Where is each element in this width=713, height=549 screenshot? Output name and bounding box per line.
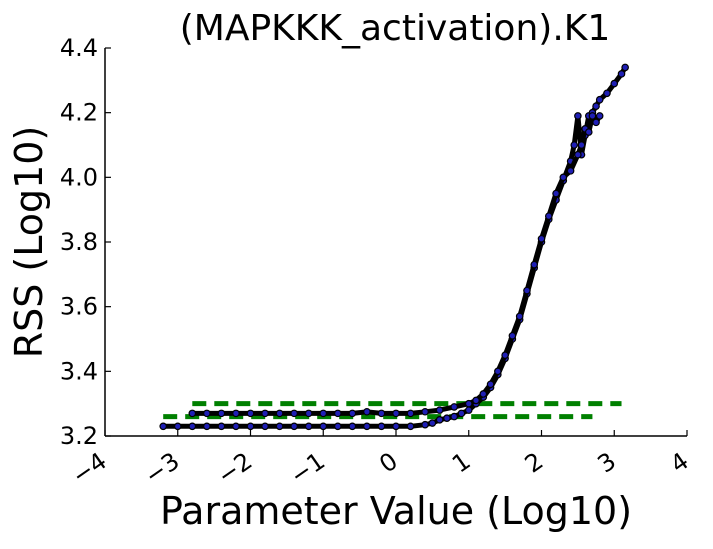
x-tick-label: 0 xyxy=(374,447,403,479)
data-point xyxy=(363,422,371,431)
x-tick-label: −1 xyxy=(285,447,330,490)
data-point xyxy=(574,112,582,120)
data-point xyxy=(595,112,604,120)
data-point xyxy=(435,406,444,414)
data-point xyxy=(472,396,480,405)
data-point xyxy=(217,422,226,431)
data-point xyxy=(621,63,629,72)
data-point xyxy=(443,414,451,423)
data-point xyxy=(188,409,197,418)
data-point xyxy=(592,102,600,111)
x-tick-label: 3 xyxy=(593,447,622,479)
data-point xyxy=(319,422,328,431)
data-point xyxy=(363,407,371,416)
data-point xyxy=(603,89,611,98)
data-point xyxy=(421,420,429,429)
y-tick-label: 4.2 xyxy=(60,99,98,127)
data-point xyxy=(232,409,240,418)
data-point xyxy=(246,422,255,431)
x-tick-label: 1 xyxy=(447,447,476,479)
data-point xyxy=(501,351,509,359)
x-tick-label: 4 xyxy=(665,447,694,479)
data-point xyxy=(617,70,626,78)
series-line-1 xyxy=(160,64,628,429)
x-tick-label: −4 xyxy=(67,447,112,490)
data-point xyxy=(217,409,226,418)
data-point xyxy=(479,390,488,398)
data-point xyxy=(348,409,357,418)
data-point xyxy=(435,416,444,424)
data-point xyxy=(333,422,342,431)
y-tick-label: 3.4 xyxy=(60,357,98,385)
data-point xyxy=(566,167,575,175)
data-point xyxy=(515,312,524,321)
data-point xyxy=(290,409,298,418)
x-tick-label: −3 xyxy=(140,447,185,490)
data-point xyxy=(464,399,473,408)
x-axis-label: Parameter Value (Log10) xyxy=(160,489,632,533)
data-point xyxy=(595,95,604,104)
data-point xyxy=(275,422,284,431)
data-point xyxy=(544,212,553,220)
series-line-2 xyxy=(189,113,603,416)
data-point xyxy=(392,409,400,418)
data-point xyxy=(574,150,582,159)
x-tick-label: −2 xyxy=(212,447,257,490)
data-point xyxy=(508,331,517,340)
data-point xyxy=(428,419,437,427)
data-point xyxy=(457,409,466,418)
y-tick-label: 4.4 xyxy=(60,34,98,62)
data-point xyxy=(530,260,539,269)
data-point xyxy=(319,409,328,418)
data-point xyxy=(486,380,495,389)
data-point xyxy=(290,422,298,431)
y-tick-label: 4.0 xyxy=(60,163,98,191)
data-point xyxy=(261,409,269,418)
data-point xyxy=(588,112,597,120)
y-tick-label: 3.6 xyxy=(60,293,98,321)
data-point xyxy=(348,422,357,431)
data-point xyxy=(232,422,240,431)
data-point xyxy=(159,422,168,431)
data-point xyxy=(392,422,400,431)
data-point xyxy=(203,409,211,418)
data-point xyxy=(537,234,546,243)
data-point xyxy=(610,79,619,88)
data-point xyxy=(377,422,386,431)
data-point xyxy=(275,409,284,418)
data-point xyxy=(464,406,473,414)
data-point xyxy=(592,118,600,127)
data-point xyxy=(203,422,211,431)
data-point xyxy=(559,173,568,182)
data-point xyxy=(261,422,269,431)
data-point xyxy=(246,409,255,418)
data-point xyxy=(450,403,459,411)
chart-title: (MAPKKK_activation).K1 xyxy=(180,8,611,49)
data-point xyxy=(333,409,342,418)
x-tick-label: 2 xyxy=(520,447,549,479)
data-point xyxy=(421,407,429,416)
data-point xyxy=(406,409,415,418)
data-point xyxy=(304,422,313,431)
data-point xyxy=(584,128,593,136)
data-point xyxy=(304,409,313,418)
data-point xyxy=(188,422,197,431)
y-tick-label: 3.8 xyxy=(60,228,98,256)
y-axis-label: RSS (Log10) xyxy=(7,126,51,359)
data-point xyxy=(577,141,586,149)
data-point xyxy=(173,422,182,431)
data-point xyxy=(450,412,459,421)
data-point xyxy=(406,422,415,431)
data-point xyxy=(377,409,386,418)
data-point xyxy=(570,141,579,149)
data-series xyxy=(159,63,629,431)
y-tick-label: 3.2 xyxy=(60,422,98,450)
data-point xyxy=(494,367,502,376)
data-point xyxy=(523,286,531,295)
data-point xyxy=(552,189,560,198)
